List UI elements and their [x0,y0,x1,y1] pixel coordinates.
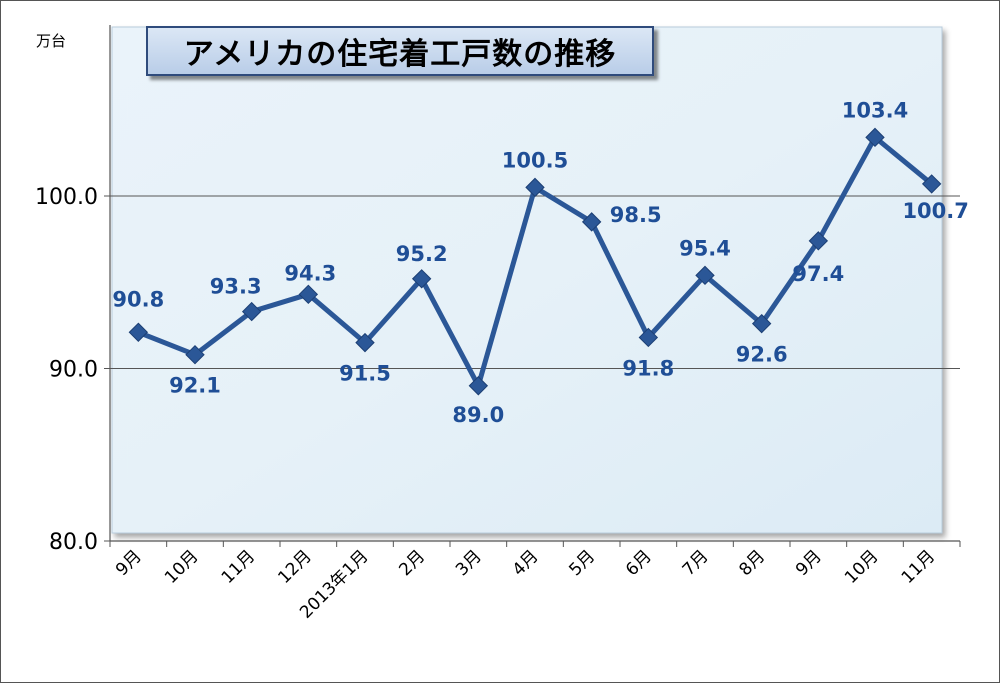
data-label: 92.1 [169,374,221,398]
x-tick-label: 10月 [161,546,202,587]
data-label: 94.3 [284,261,336,285]
data-label: 100.5 [502,148,568,172]
data-point-marker [751,313,772,334]
data-point-marker [128,322,149,342]
data-point-marker [411,269,432,289]
x-tick-label: 7月 [679,546,713,580]
chart-title: アメリカの住宅着工戸数の推移 [146,26,654,76]
x-tick-label: 10月 [841,546,882,587]
data-point-marker [695,265,715,286]
data-label: 90.8 [112,287,164,311]
data-label: 91.8 [622,356,674,380]
x-tick-label: 2月 [395,546,429,580]
x-tick-label: 4月 [509,546,543,580]
x-tick-label: 9月 [112,546,146,580]
data-point-marker [865,127,885,148]
x-tick-label: 8月 [735,546,769,580]
y-tick-label: 80.0 [49,530,98,555]
data-point-marker [581,212,602,232]
data-point-marker [468,376,489,396]
data-point-marker [808,231,829,251]
data-label: 89.0 [452,403,504,427]
data-point-marker [921,174,942,194]
x-tick-label: 5月 [565,546,599,580]
data-point-marker [185,344,205,365]
data-point-marker [355,332,375,353]
x-tick-label: 11月 [898,546,939,587]
data-label: 100.7 [902,199,968,223]
data-label: 91.5 [339,362,391,386]
data-label: 97.4 [792,262,844,286]
data-label: 103.4 [842,98,908,122]
x-tick-label: 3月 [452,546,486,580]
x-tick-label: 11月 [218,546,259,587]
x-tick-label: 12月 [274,546,315,587]
data-point-marker [241,301,262,322]
data-point-marker [525,177,545,198]
plot-area [111,26,943,534]
data-label: 95.2 [396,242,448,266]
y-unit-label: 万台 [36,32,67,50]
data-label: 95.4 [679,236,731,260]
data-label: 98.5 [610,203,662,227]
data-point-marker [638,327,659,348]
x-tick-label: 9月 [792,546,826,580]
y-tick-label: 90.0 [49,358,98,383]
data-label: 93.3 [210,275,262,299]
x-tick-label: 6月 [622,546,656,580]
data-point-marker [298,284,319,305]
data-label: 92.6 [736,343,788,367]
y-tick-label: 100.0 [35,185,98,210]
